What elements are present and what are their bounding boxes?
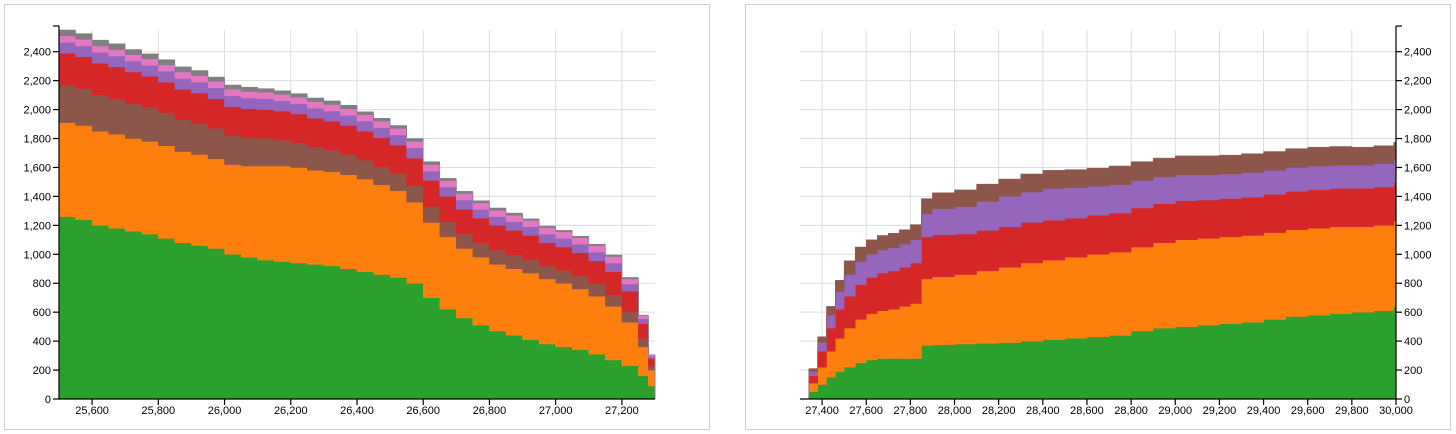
x-tick-label: 29,400 xyxy=(1247,405,1281,417)
y-tick-label: 600 xyxy=(1404,307,1422,319)
y-tick-label: 1,400 xyxy=(1404,191,1432,203)
x-tick-label: 26,000 xyxy=(208,405,242,417)
y-tick-label: 800 xyxy=(33,278,51,290)
y-tick-label: 1,000 xyxy=(1404,249,1432,261)
y-tick-label: 600 xyxy=(33,307,51,319)
x-tick-label: 29,800 xyxy=(1335,405,1369,417)
x-tick-label: 27,000 xyxy=(539,405,573,417)
y-tick-label: 2,000 xyxy=(23,105,51,117)
x-tick-label: 28,000 xyxy=(938,405,972,417)
y-tick-label: 0 xyxy=(1404,394,1410,406)
x-tick-label: 30,000 xyxy=(1379,405,1413,417)
x-tick-label: 28,400 xyxy=(1026,405,1060,417)
y-tick-label: 400 xyxy=(33,336,51,348)
y-tick-label: 200 xyxy=(1404,365,1422,377)
y-tick-label: 1,800 xyxy=(23,134,51,146)
y-tick-label: 1,200 xyxy=(23,220,51,232)
x-tick-label: 26,800 xyxy=(473,405,507,417)
stacked-area-chart-right: 0 200 400 600 800 1,000 1,200 1,400 1,600 1,800 2,… xyxy=(800,25,1432,417)
x-tick-label: 27,800 xyxy=(894,405,928,417)
y-tick-label: 1,800 xyxy=(1404,134,1432,146)
y-tick-label: 2,000 xyxy=(1404,105,1432,117)
y-tick-label: 2,200 xyxy=(23,76,51,88)
x-tick-label: 29,600 xyxy=(1291,405,1325,417)
x-tick-label: 27,200 xyxy=(605,405,639,417)
stacked-area-chart-left: 0 200 400 600 800 1,000 1,200 1,400 1,600 1,800 2,… xyxy=(23,25,656,417)
y-tick-label: 1,400 xyxy=(23,191,51,203)
x-tick-label: 28,800 xyxy=(1114,405,1148,417)
x-tick-label: 26,200 xyxy=(274,405,308,417)
x-tick-label: 27,600 xyxy=(849,405,883,417)
x-tick-label: 25,600 xyxy=(75,405,109,417)
x-tick-label: 27,400 xyxy=(805,405,839,417)
x-tick-label: 28,600 xyxy=(1070,405,1104,417)
area-series-gray xyxy=(58,29,656,399)
chart-panel-right: 0 200 400 600 800 1,000 1,200 1,400 1,600 1,800 2,… xyxy=(745,4,1451,430)
y-tick-label: 200 xyxy=(33,365,51,377)
x-tick-label: 25,800 xyxy=(142,405,176,417)
y-tick-label: 400 xyxy=(1404,336,1422,348)
x-tick-label: 26,600 xyxy=(406,405,440,417)
area-series-brown xyxy=(800,140,1397,400)
y-tick-label: 1,600 xyxy=(23,162,51,174)
chart-panel-left: 0 200 400 600 800 1,000 1,200 1,400 1,600 1,800 2,… xyxy=(4,4,710,430)
x-tick-label: 26,400 xyxy=(340,405,374,417)
y-tick-label: 2,200 xyxy=(1404,76,1432,88)
y-tick-label: 2,400 xyxy=(23,47,51,59)
y-tick-label: 1,600 xyxy=(1404,162,1432,174)
y-tick-label: 0 xyxy=(45,394,51,406)
y-tick-label: 2,400 xyxy=(1404,47,1432,59)
x-tick-label: 29,200 xyxy=(1203,405,1237,417)
y-tick-label: 1,200 xyxy=(1404,220,1432,232)
y-tick-label: 800 xyxy=(1404,278,1422,290)
x-tick-label: 29,000 xyxy=(1158,405,1192,417)
x-tick-label: 28,200 xyxy=(982,405,1016,417)
y-tick-label: 1,000 xyxy=(23,249,51,261)
